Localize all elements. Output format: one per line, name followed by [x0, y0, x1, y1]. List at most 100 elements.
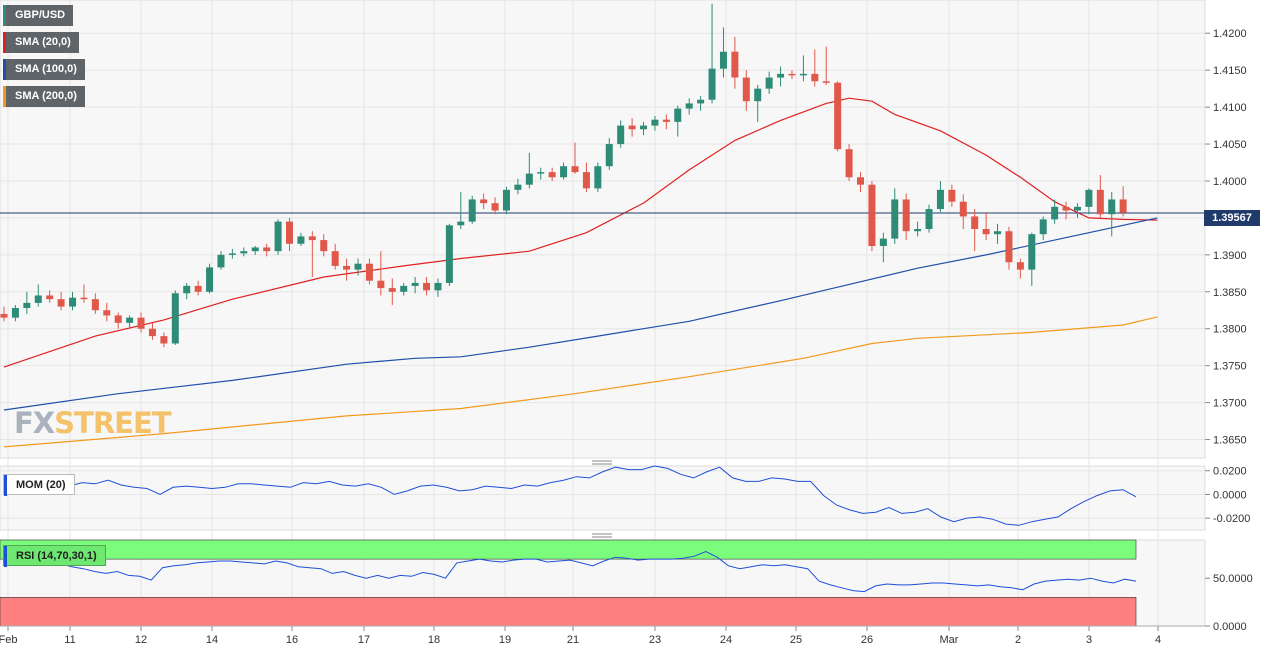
candle-body: [468, 199, 476, 222]
candle-body: [228, 253, 236, 255]
y-tick-label: 1.3650: [1213, 435, 1247, 447]
y-tick-label: 1.3900: [1213, 250, 1247, 262]
candle-body: [194, 285, 202, 292]
legend-swatch-sma100: [3, 59, 6, 80]
x-tick-label: 19: [499, 634, 511, 646]
candle-body: [69, 297, 77, 307]
mom-tick-label: -0.0200: [1213, 513, 1250, 525]
mom-tick-label: 0.0000: [1213, 489, 1247, 501]
candle-body: [1005, 231, 1013, 263]
x-tick-label: Mar: [940, 634, 959, 646]
candle-body: [525, 173, 533, 185]
candle-body: [137, 317, 145, 329]
rsi-oversold-zone: [0, 597, 1137, 627]
candle-body: [297, 236, 305, 244]
rsi-tick-label: 0.0000: [1213, 621, 1247, 633]
candle-body: [240, 251, 248, 254]
rsi-zones: [0, 539, 1137, 627]
candle-body: [845, 149, 853, 178]
x-tick-label: 24: [720, 634, 732, 646]
mom-line: [3, 465, 1137, 526]
candle-body: [126, 317, 134, 323]
mom-panel-bg: [0, 465, 1206, 531]
legend-mom[interactable]: MOM (20): [3, 474, 75, 496]
candle-body: [160, 336, 168, 344]
candle-body: [537, 172, 545, 174]
legend-symbol[interactable]: GBP/USD: [3, 5, 74, 26]
candle-body: [662, 119, 670, 122]
candle-body: [685, 103, 693, 109]
axes: Feb 11 12 14 16 17 18 19 21 23 24 25 26 Mar 2 3 41.42001…: [0, 28, 1253, 646]
y-tick-label: 1.4200: [1213, 28, 1247, 40]
candle-body: [274, 221, 282, 252]
x-tick-label: 21: [567, 634, 579, 646]
candle-body: [171, 293, 179, 344]
candle-body: [605, 144, 613, 167]
x-tick-label: 12: [135, 634, 147, 646]
x-tick-label: 16: [286, 634, 298, 646]
candle-body: [445, 225, 453, 283]
candle-body: [914, 229, 922, 232]
candle-body: [617, 125, 625, 145]
indicator-lines: [3, 465, 1137, 593]
candles: [0, 3, 1127, 348]
legend-swatch-symbol: [3, 5, 6, 26]
candle-body: [423, 282, 431, 291]
legend-mom-label: MOM (20): [16, 479, 66, 491]
legend-sma100[interactable]: SMA (100,0): [3, 59, 85, 80]
candle-body: [1073, 206, 1081, 211]
candle-body: [23, 302, 31, 309]
x-tick-label: 18: [428, 634, 440, 646]
candle-body: [594, 166, 602, 189]
candle-body: [902, 199, 910, 232]
panel-splitter-2[interactable]: [592, 533, 612, 538]
legend-sma200[interactable]: SMA (200,0): [3, 86, 85, 107]
grid-lines: [0, 0, 1205, 626]
candle-body: [640, 125, 648, 130]
candle-body: [0, 313, 8, 318]
candle-body: [708, 68, 716, 100]
x-tick-label: Feb: [0, 634, 17, 646]
candle-body: [183, 285, 191, 294]
candle-body: [34, 295, 42, 303]
candle-body: [491, 203, 499, 211]
x-tick-label: 2: [1015, 634, 1021, 646]
candle-body: [320, 240, 328, 252]
candle-body: [1039, 219, 1047, 235]
sma-lines: [0, 97, 1205, 448]
candle-body: [411, 282, 419, 286]
candle-body: [1028, 234, 1036, 270]
x-tick-label: 23: [649, 634, 661, 646]
x-tick-label: 11: [64, 634, 75, 646]
candle-body: [114, 315, 122, 323]
candle-body: [57, 299, 65, 307]
candle-body: [857, 177, 864, 185]
candle-body: [571, 166, 579, 173]
candle-body: [1108, 199, 1116, 215]
candle-body: [765, 77, 773, 89]
candle-body: [560, 166, 568, 178]
rsi-line: [3, 550, 1137, 593]
candle-body: [354, 263, 362, 270]
candle-body: [480, 199, 488, 204]
legend-rsi[interactable]: RSI (14,70,30,1): [3, 545, 106, 567]
candle-body: [1016, 262, 1024, 270]
candle-body: [1119, 199, 1127, 213]
legend-sma100-label: SMA (100,0): [15, 63, 77, 75]
candle-body: [11, 308, 19, 318]
legend-symbol-label: GBP/USD: [15, 9, 66, 21]
panel-splitter-1[interactable]: [592, 460, 612, 465]
candle-body: [103, 310, 111, 316]
legend-swatch-sma200: [3, 86, 6, 107]
candle-body: [400, 285, 408, 292]
candle-body: [879, 238, 887, 246]
candle-body: [948, 189, 956, 202]
candle-body: [148, 328, 156, 337]
candle-body: [822, 81, 830, 83]
legend-sma20-label: SMA (20,0): [15, 36, 71, 48]
candle-body: [206, 267, 214, 292]
legend-sma20[interactable]: SMA (20,0): [3, 32, 79, 53]
candle-body: [674, 108, 682, 122]
sma-line: [3, 97, 1158, 368]
